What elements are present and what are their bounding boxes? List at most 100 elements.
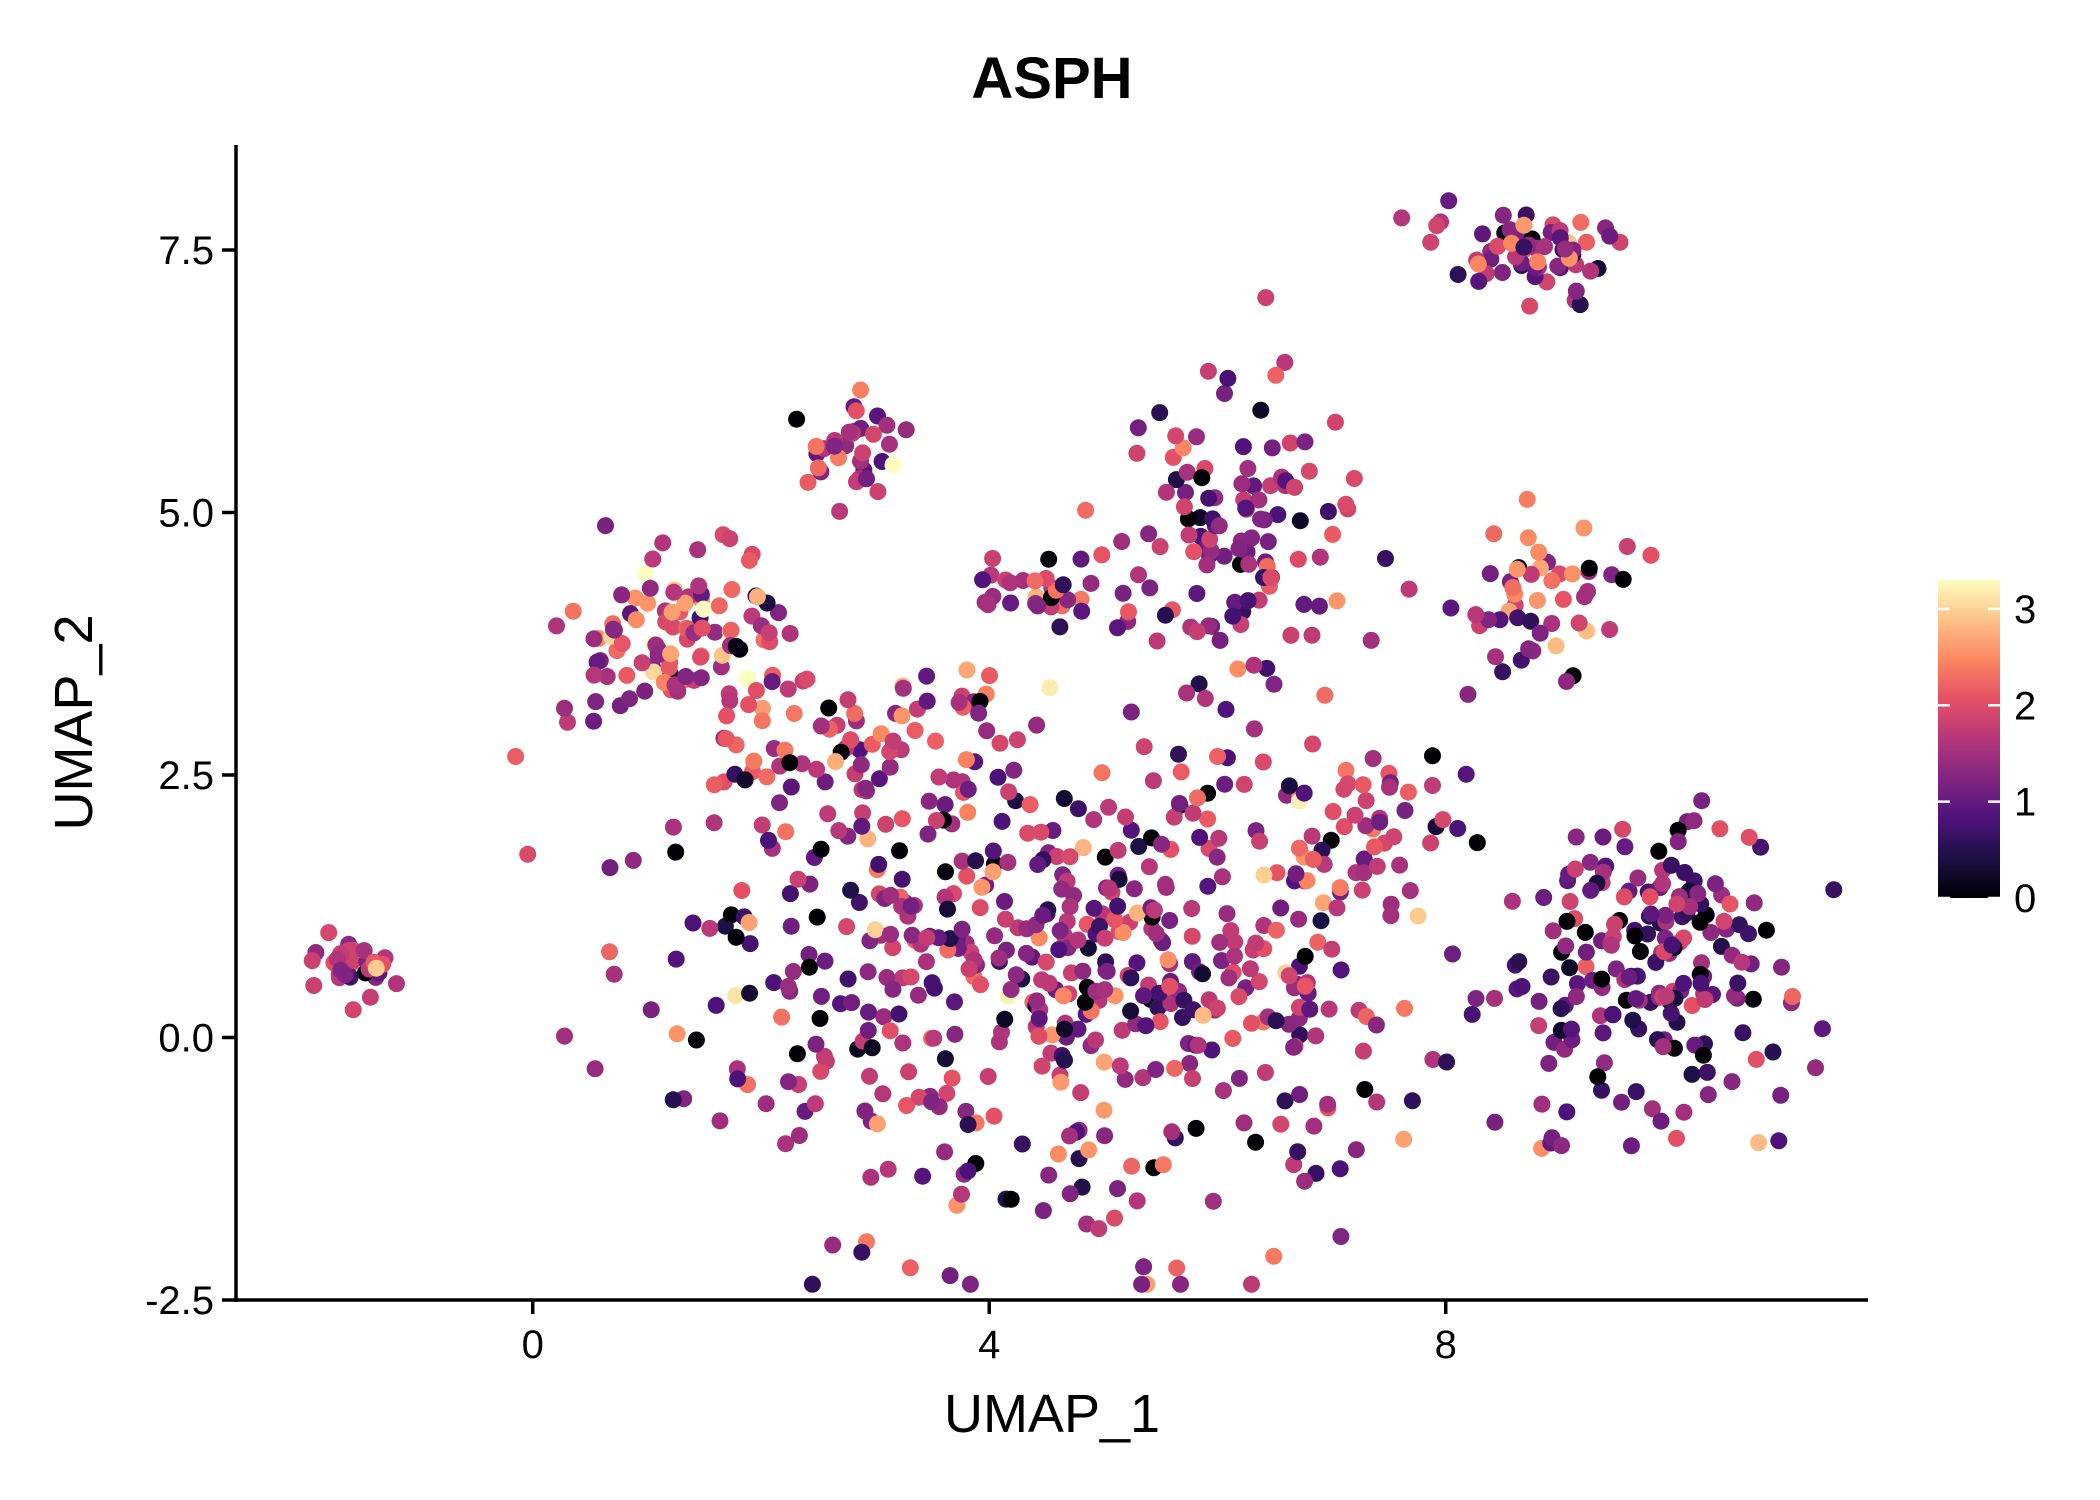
cell-point [1296, 1172, 1314, 1190]
cell-point [1504, 579, 1522, 596]
cell-point [1151, 404, 1169, 422]
cell-point [996, 893, 1013, 910]
cell-point [1262, 569, 1280, 587]
cell-point [1239, 460, 1257, 477]
cell-point [1222, 922, 1240, 940]
cell-point [665, 583, 683, 601]
cell-point [1324, 803, 1342, 820]
cell-point [1444, 945, 1461, 963]
cell-point [1662, 1004, 1680, 1022]
cell-point [613, 586, 631, 604]
cell-point [1199, 810, 1217, 828]
cell-point [1216, 775, 1234, 793]
cell-point [1159, 951, 1177, 969]
cell-point [1272, 1115, 1290, 1133]
cell-point [1087, 1031, 1104, 1049]
cell-point [879, 1160, 897, 1178]
cell-point [996, 1010, 1014, 1028]
cell-point [588, 653, 606, 671]
cell-point [897, 421, 915, 439]
cell-point [677, 668, 695, 685]
cell-point [1613, 1093, 1630, 1111]
cell-point [1740, 925, 1757, 943]
cell-point [1280, 967, 1298, 985]
cell-point [1331, 879, 1349, 897]
cell-point [1676, 864, 1694, 881]
cell-point [939, 900, 956, 918]
cell-point [1581, 853, 1599, 871]
cell-point [1669, 833, 1687, 851]
cell-point [1217, 700, 1235, 718]
cell-point [361, 988, 379, 1006]
cell-point [1281, 434, 1299, 452]
x-axis-ticks: 0 4 8 [522, 1300, 1457, 1367]
cell-point [1699, 1086, 1717, 1104]
cell-point [1255, 866, 1273, 884]
cell-point [989, 768, 1007, 786]
cell-point [1213, 952, 1230, 970]
cell-point [1230, 1069, 1248, 1087]
cell-point [644, 550, 662, 568]
cell-point [777, 823, 795, 841]
cell-point [806, 1095, 824, 1113]
cell-point [807, 437, 825, 455]
cell-point [741, 935, 759, 953]
cell-point [917, 953, 935, 971]
cell-point [1183, 927, 1201, 945]
cell-point [927, 732, 944, 750]
cell-point [1354, 1042, 1372, 1060]
colorbar-tick-label: 1 [2014, 781, 2036, 825]
cell-point [1654, 1038, 1672, 1056]
cell-point [559, 713, 576, 731]
cell-point [1304, 850, 1322, 868]
cell-point [765, 974, 783, 992]
x-tick-label: 0 [522, 1323, 544, 1367]
cell-point [789, 870, 807, 888]
cell-point [1080, 1141, 1098, 1159]
cell-point [1199, 362, 1217, 380]
cell-point [1347, 1141, 1365, 1159]
cell-point [1149, 999, 1167, 1017]
cell-point [1685, 812, 1703, 830]
cell-point [1196, 690, 1214, 707]
cell-point [946, 993, 963, 1011]
cell-point [618, 666, 636, 684]
cell-point [959, 1116, 977, 1133]
cell-point [812, 1062, 830, 1080]
cell-point [853, 1243, 871, 1261]
cell-point [1090, 1220, 1108, 1238]
cell-point [874, 1085, 892, 1103]
cell-point [1745, 894, 1763, 912]
cell-point [780, 1073, 797, 1091]
cell-point [1547, 637, 1565, 655]
cell-point [748, 588, 766, 606]
cell-point [1335, 780, 1353, 798]
cell-point [958, 867, 976, 885]
cell-point [1162, 995, 1180, 1012]
cell-point [1122, 703, 1140, 721]
cell-point [695, 600, 713, 618]
cell-point [840, 423, 858, 441]
colorbar-tick-label: 2 [2014, 684, 2036, 728]
cell-point [717, 730, 735, 748]
cell-point [1319, 1095, 1337, 1113]
cell-point [624, 851, 642, 869]
cell-point [981, 667, 998, 685]
cell-point [1073, 602, 1091, 620]
cell-point [953, 852, 971, 870]
cell-point [1486, 989, 1503, 1007]
cell-point [1629, 869, 1647, 887]
cell-point [857, 779, 875, 797]
cell-point [1056, 1020, 1073, 1038]
cell-point [1305, 1117, 1323, 1135]
cell-point [959, 803, 977, 821]
cell-point [1393, 209, 1411, 227]
cell-point [984, 842, 1002, 860]
cell-point [1130, 566, 1147, 584]
cell-point [721, 692, 739, 710]
cell-point [1391, 856, 1409, 874]
cell-point [1442, 599, 1460, 617]
cell-point [1109, 841, 1127, 859]
cell-point [973, 878, 991, 896]
cell-point [884, 939, 902, 957]
